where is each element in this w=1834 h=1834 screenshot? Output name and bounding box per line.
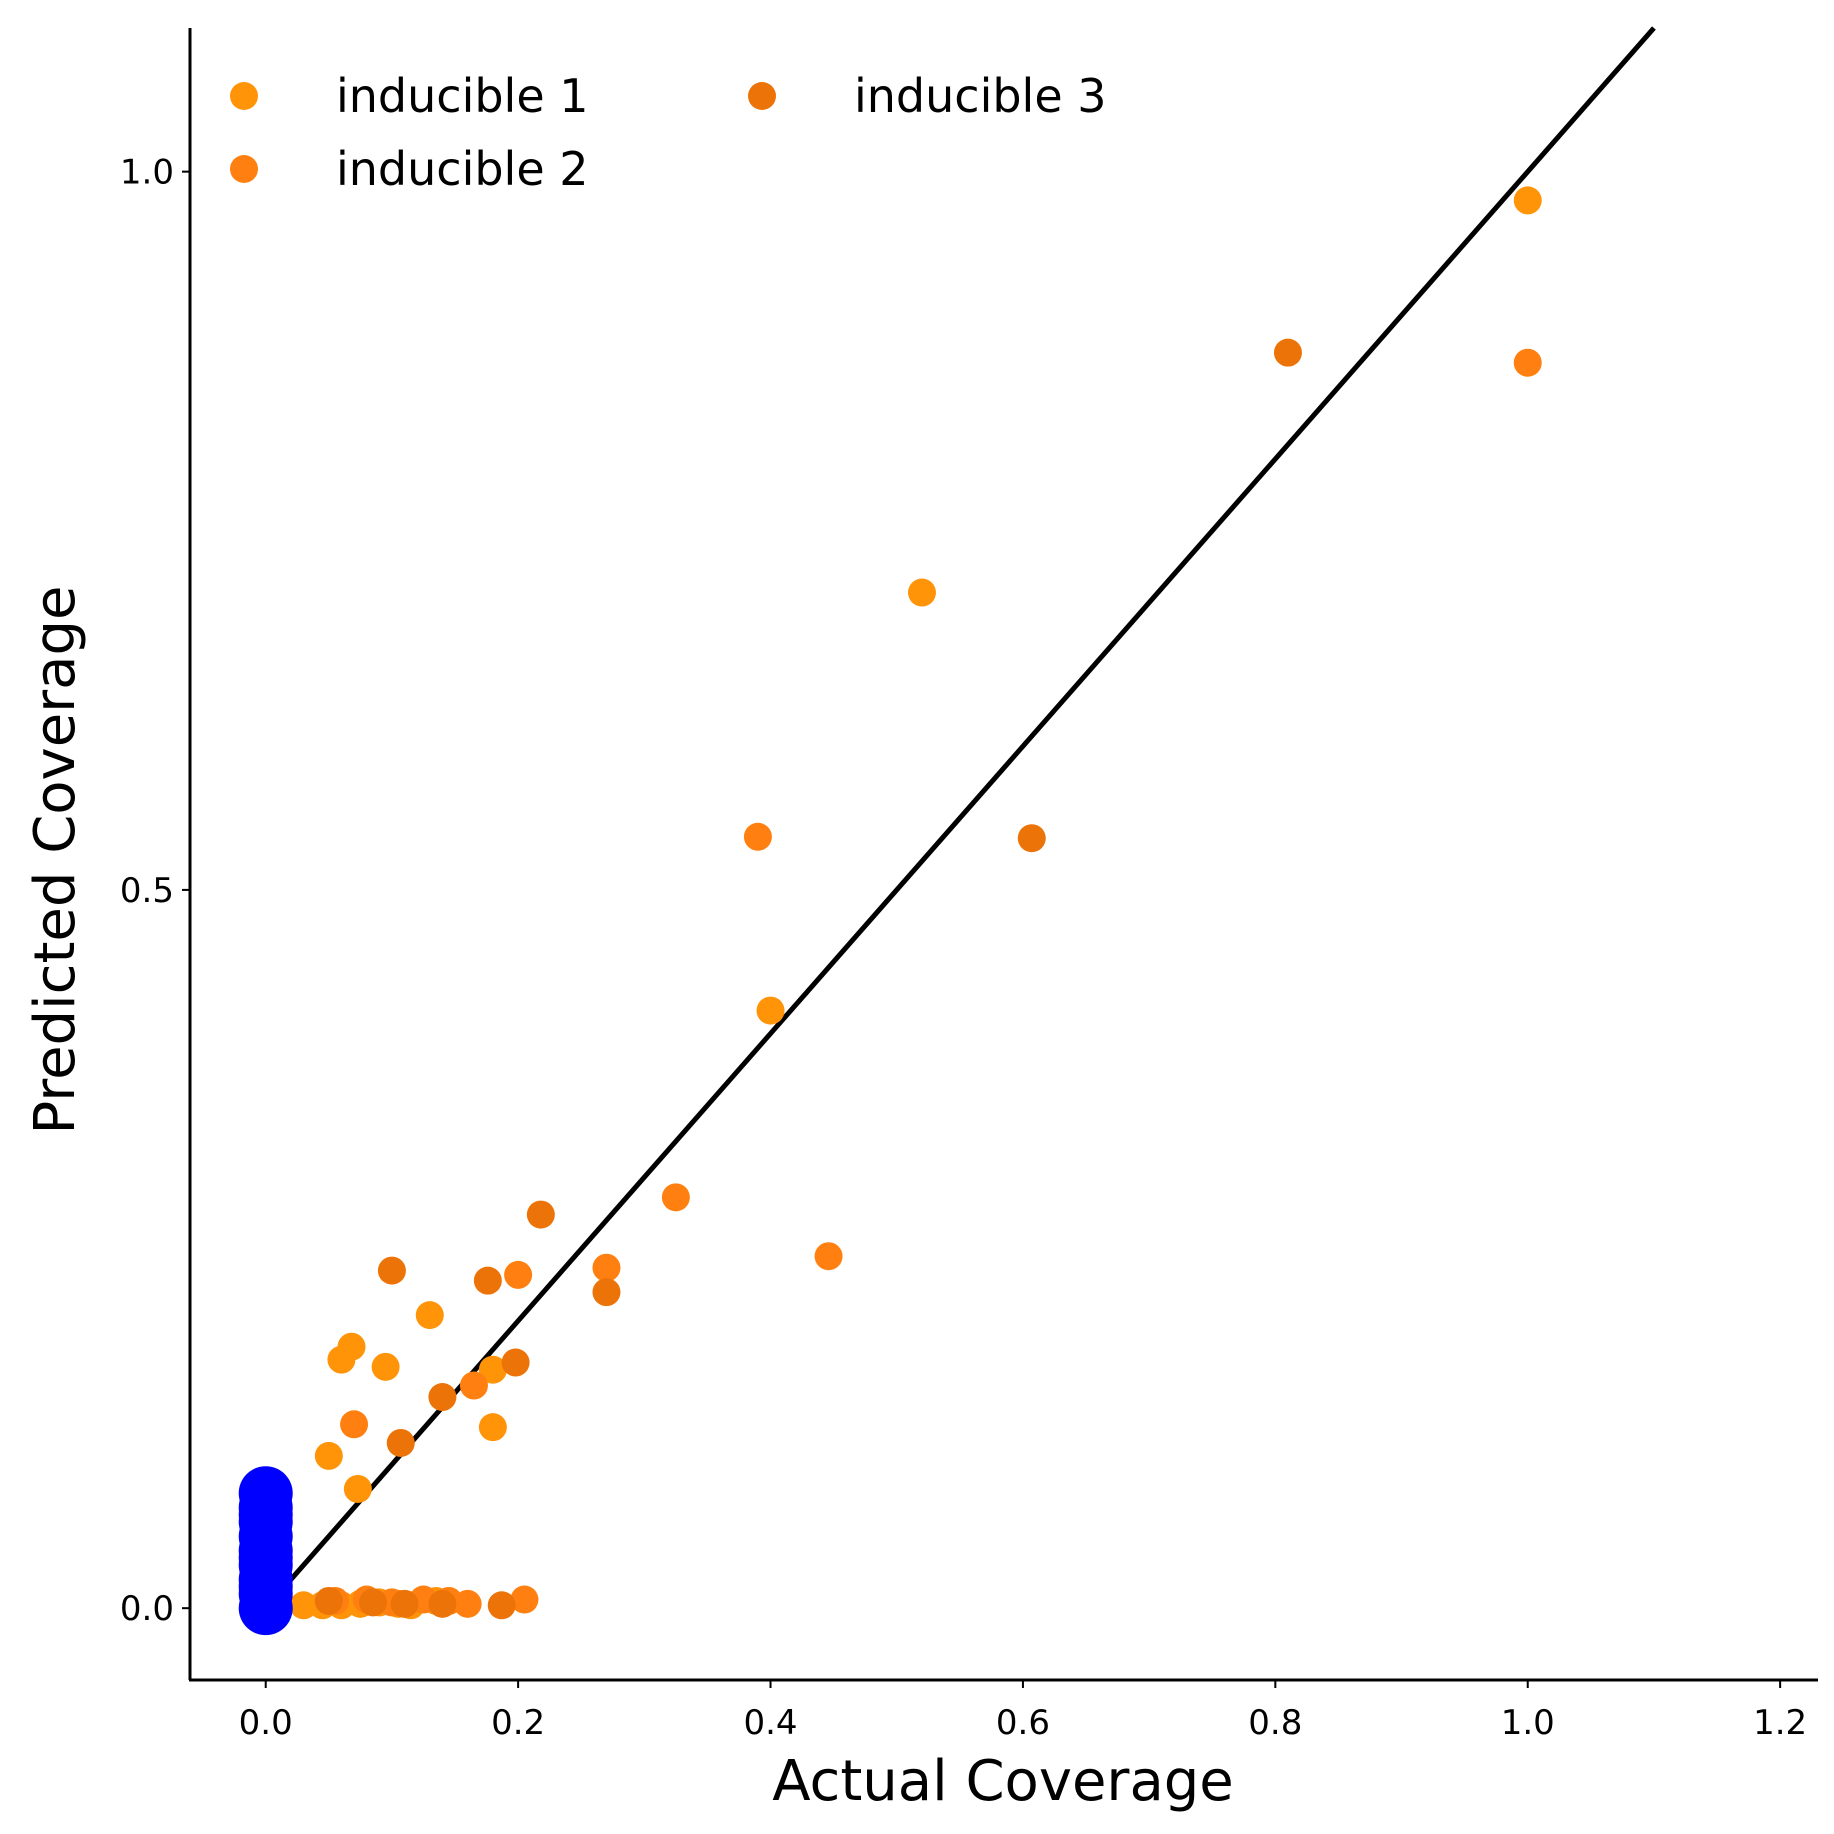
data-point — [340, 1410, 369, 1439]
data-point — [371, 1352, 400, 1381]
data-point — [1513, 186, 1542, 215]
legend-label: inducible 1 — [336, 69, 589, 123]
x-tick-label: 0.8 — [1248, 1703, 1302, 1743]
x-tick-label: 0.6 — [996, 1703, 1050, 1743]
data-point — [504, 1260, 533, 1289]
y-tick-label: 1.0 — [120, 153, 174, 193]
legend-label: inducible 2 — [336, 142, 589, 196]
legend-marker — [230, 82, 258, 110]
identity-line — [263, 26, 1656, 1610]
data-point — [238, 1559, 293, 1614]
data-point — [327, 1345, 356, 1374]
y-axis-ticks: 0.0 0.5 1.0 — [120, 153, 190, 1629]
data-point — [907, 578, 936, 607]
y-tick-label: 0.0 — [120, 1589, 174, 1629]
data-point — [756, 996, 785, 1025]
data-point — [415, 1301, 444, 1330]
series-1 — [289, 186, 1542, 1620]
data-point — [1273, 338, 1302, 367]
data-point — [428, 1589, 457, 1618]
data-point — [473, 1266, 502, 1295]
data-point — [390, 1589, 419, 1618]
data-point — [501, 1348, 530, 1377]
x-axis-title: Actual Coverage — [772, 1749, 1234, 1814]
data-point — [661, 1183, 690, 1212]
series-3 — [314, 338, 1302, 1620]
legend-marker — [230, 155, 258, 183]
x-tick-label: 1.2 — [1753, 1703, 1807, 1743]
x-tick-label: 0.4 — [743, 1703, 797, 1743]
x-tick-label: 1.0 — [1501, 1703, 1555, 1743]
y-tick-label: 0.5 — [120, 871, 174, 911]
data-point — [343, 1474, 372, 1503]
data-point — [386, 1428, 415, 1457]
legend-marker — [748, 82, 776, 110]
data-point — [592, 1253, 621, 1282]
x-tick-label: 0.0 — [239, 1703, 293, 1743]
data-point — [478, 1355, 507, 1384]
data-point — [314, 1441, 343, 1470]
data-point — [1017, 824, 1046, 853]
data-point — [453, 1589, 482, 1618]
legend-label: inducible 3 — [854, 69, 1107, 123]
data-point — [592, 1278, 621, 1307]
x-tick-label: 0.2 — [491, 1703, 545, 1743]
series-4 — [238, 1466, 293, 1636]
data-point — [814, 1242, 843, 1271]
data-point — [1513, 348, 1542, 377]
data-point — [526, 1200, 555, 1229]
data-point — [478, 1413, 507, 1442]
data-point — [428, 1383, 457, 1412]
data-point — [510, 1585, 539, 1614]
data-point — [487, 1591, 516, 1620]
data-point — [358, 1588, 387, 1617]
data-point — [743, 822, 772, 851]
data-point — [314, 1586, 343, 1615]
y-axis-title: Predicted Coverage — [23, 586, 88, 1135]
legend: inducible 1 inducible 2 inducible 3 — [230, 69, 1107, 196]
data-point — [459, 1371, 488, 1400]
x-axis-ticks: 0.0 0.2 0.4 0.6 0.8 1.0 1.2 — [239, 1680, 1807, 1743]
data-point — [238, 1487, 293, 1542]
plot-area — [238, 26, 1656, 1636]
data-point — [377, 1256, 406, 1285]
